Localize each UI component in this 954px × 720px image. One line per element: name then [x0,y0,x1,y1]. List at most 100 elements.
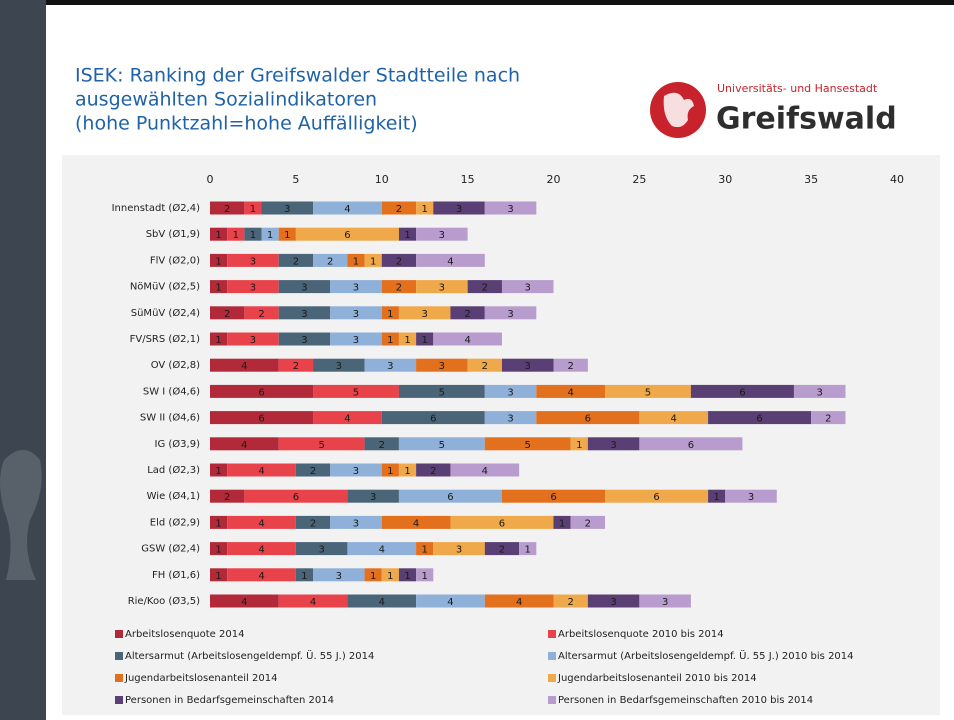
category-label: Innenstadt (Ø2,4) [112,202,200,214]
legend-swatch [115,652,123,660]
data-label: 3 [507,204,513,215]
legend-label: Personen in Bedarfsgemeinschaften 2014 [125,695,334,706]
title-line: ISEK: Ranking der Greifswalder Stadtteil… [75,65,520,87]
data-label: 1 [404,335,410,346]
category-label: FH (Ø1,6) [152,569,200,581]
data-label: 3 [336,361,342,372]
data-label: 5 [645,387,651,398]
data-label: 6 [756,414,762,425]
data-label: 6 [344,230,350,241]
data-label: 4 [258,545,264,556]
data-label: 2 [825,414,831,425]
data-label: 4 [464,335,470,346]
data-label: 1 [215,518,221,529]
data-label: 1 [404,230,410,241]
x-tick-label: 35 [804,173,818,186]
title-line: (hohe Punktzahl=hohe Auffälligkeit) [75,113,418,135]
sidebar [0,0,46,720]
data-label: 4 [258,466,264,477]
legend-swatch [115,630,123,638]
x-tick-label: 10 [375,173,389,186]
legend-label: Personen in Bedarfsgemeinschaften 2010 b… [558,695,813,706]
data-label: 5 [525,440,531,451]
data-label: 5 [318,440,324,451]
legend-swatch [548,674,556,682]
data-label: 5 [439,440,445,451]
data-label: 2 [396,204,402,215]
slide: ISEK: Ranking der Greifswalder Stadtteil… [0,0,954,720]
data-label: 4 [310,597,316,608]
category-label: NöMüV (Ø2,5) [130,281,200,293]
data-label: 1 [370,256,376,267]
data-label: 1 [215,335,221,346]
data-label: 4 [344,204,350,215]
data-label: 6 [430,414,436,425]
data-label: 2 [293,361,299,372]
data-label: 3 [284,204,290,215]
data-label: 4 [413,518,419,529]
data-label: 5 [353,387,359,398]
data-label: 4 [241,440,247,451]
data-label: 3 [301,283,307,294]
x-tick-label: 20 [547,173,561,186]
legend-swatch [548,696,556,704]
data-label: 4 [379,545,385,556]
data-label: 3 [439,361,445,372]
logo-name: Greifswald [716,102,897,137]
category-label: FV/SRS (Ø2,1) [130,333,200,345]
data-label: 3 [507,414,513,425]
data-label: 2 [310,466,316,477]
data-label: 4 [241,597,247,608]
data-label: 2 [585,518,591,529]
data-label: 1 [713,492,719,503]
data-label: 3 [250,283,256,294]
data-label: 1 [284,230,290,241]
data-label: 3 [456,545,462,556]
data-label: 4 [379,597,385,608]
legend-swatch [115,674,123,682]
data-label: 2 [567,597,573,608]
data-label: 4 [516,597,522,608]
data-label: 1 [404,466,410,477]
data-label: 6 [585,414,591,425]
legend-label: Arbeitslosenquote 2014 [125,629,244,640]
data-label: 6 [688,440,694,451]
data-label: 3 [370,492,376,503]
category-label: SüMüV (Ø2,4) [131,307,200,319]
data-label: 3 [301,309,307,320]
category-label: FlV (Ø2,0) [150,254,200,266]
x-tick-label: 0 [207,173,214,186]
data-label: 2 [293,256,299,267]
data-label: 3 [748,492,754,503]
data-label: 1 [387,335,393,346]
data-label: 3 [301,335,307,346]
category-label: Wie (Ø4,1) [147,490,200,502]
data-label: 1 [250,230,256,241]
data-label: 2 [499,545,505,556]
data-label: 1 [422,545,428,556]
data-label: 3 [250,335,256,346]
data-label: 1 [250,204,256,215]
x-tick-label: 25 [632,173,646,186]
data-label: 2 [396,283,402,294]
data-label: 3 [610,597,616,608]
x-tick-label: 30 [718,173,732,186]
data-label: 6 [293,492,299,503]
data-label: 1 [215,283,221,294]
data-label: 1 [233,230,239,241]
data-label: 4 [241,361,247,372]
data-label: 1 [387,466,393,477]
data-label: 1 [559,518,565,529]
data-label: 1 [404,571,410,582]
data-label: 6 [550,492,556,503]
data-label: 3 [439,230,445,241]
data-label: 3 [439,283,445,294]
category-label: SbV (Ø1,9) [146,228,200,240]
legend-swatch [115,696,123,704]
data-label: 3 [422,309,428,320]
legend-label: Altersarmut (Arbeitslosengeldempf. Ü. 55… [125,649,374,662]
category-label: Rie/Koo (Ø3,5) [128,595,200,607]
logo-top: Universitäts- und Hansestadt [717,82,878,95]
data-label: 2 [464,309,470,320]
data-label: 4 [447,597,453,608]
